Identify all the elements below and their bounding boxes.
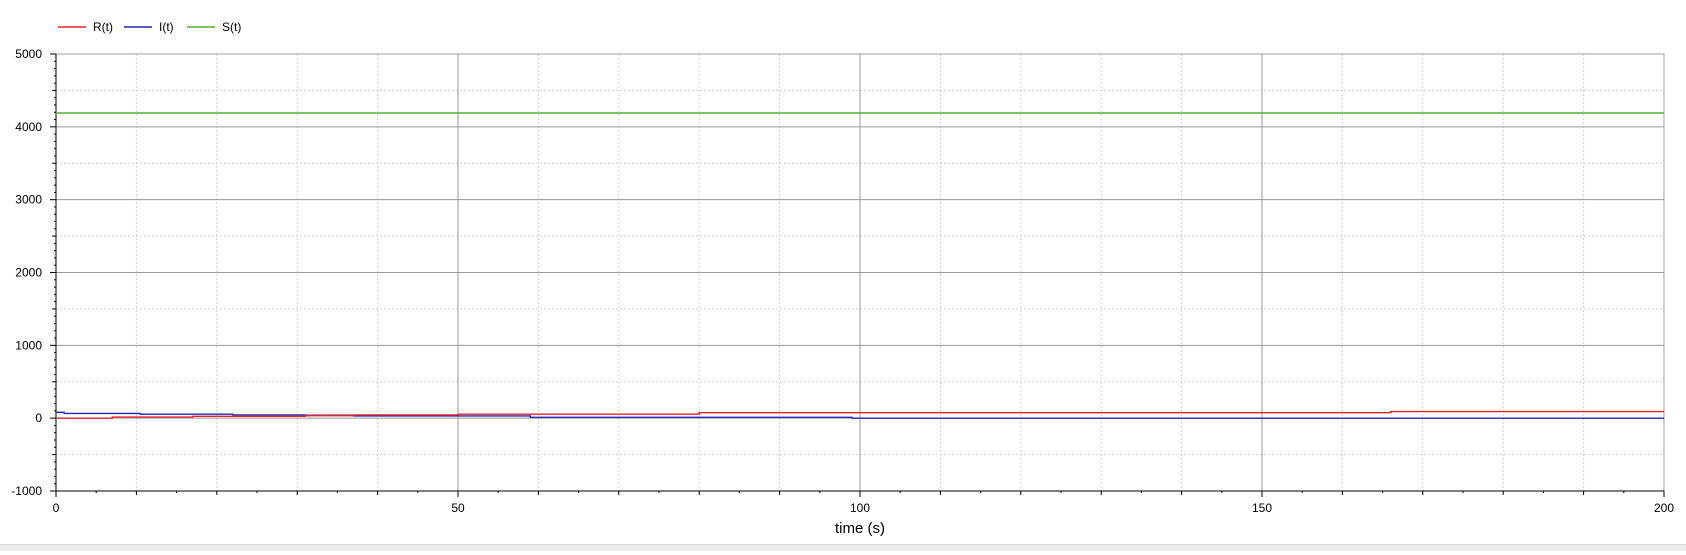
axes: 0 50 100 150 200 -1000 0 1000 2000 3000 4000 5000 — [11, 47, 1674, 515]
y-tick-label: 1000 — [15, 338, 42, 352]
y-tick-label: 3000 — [15, 193, 42, 207]
x-tick-label: 150 — [1252, 501, 1272, 515]
x-tick-label: 0 — [53, 501, 60, 515]
y-tick-label: 2000 — [15, 266, 42, 280]
series-line-rt — [56, 410, 1664, 419]
x-tick-label: 200 — [1654, 501, 1674, 515]
legend-label: S(t) — [222, 20, 241, 34]
x-tick-label: 100 — [850, 501, 870, 515]
y-tick-label: 5000 — [15, 47, 42, 61]
y-tick-label: 4000 — [15, 120, 42, 134]
legend-label: R(t) — [93, 20, 113, 34]
y-tick-label: 0 — [35, 411, 42, 425]
y-tick-label: -1000 — [11, 484, 42, 498]
x-tick-label: 50 — [451, 501, 465, 515]
status-bar — [0, 544, 1686, 551]
series-layer — [56, 112, 1664, 419]
x-axis-label: time (s) — [835, 520, 885, 537]
legend-item[interactable]: I(t) — [124, 20, 174, 34]
legend-item[interactable]: S(t) — [187, 20, 241, 34]
legend-item[interactable]: R(t) — [58, 20, 113, 34]
legend[interactable]: R(t) I(t) S(t) — [58, 20, 241, 34]
legend-label: I(t) — [159, 20, 174, 34]
